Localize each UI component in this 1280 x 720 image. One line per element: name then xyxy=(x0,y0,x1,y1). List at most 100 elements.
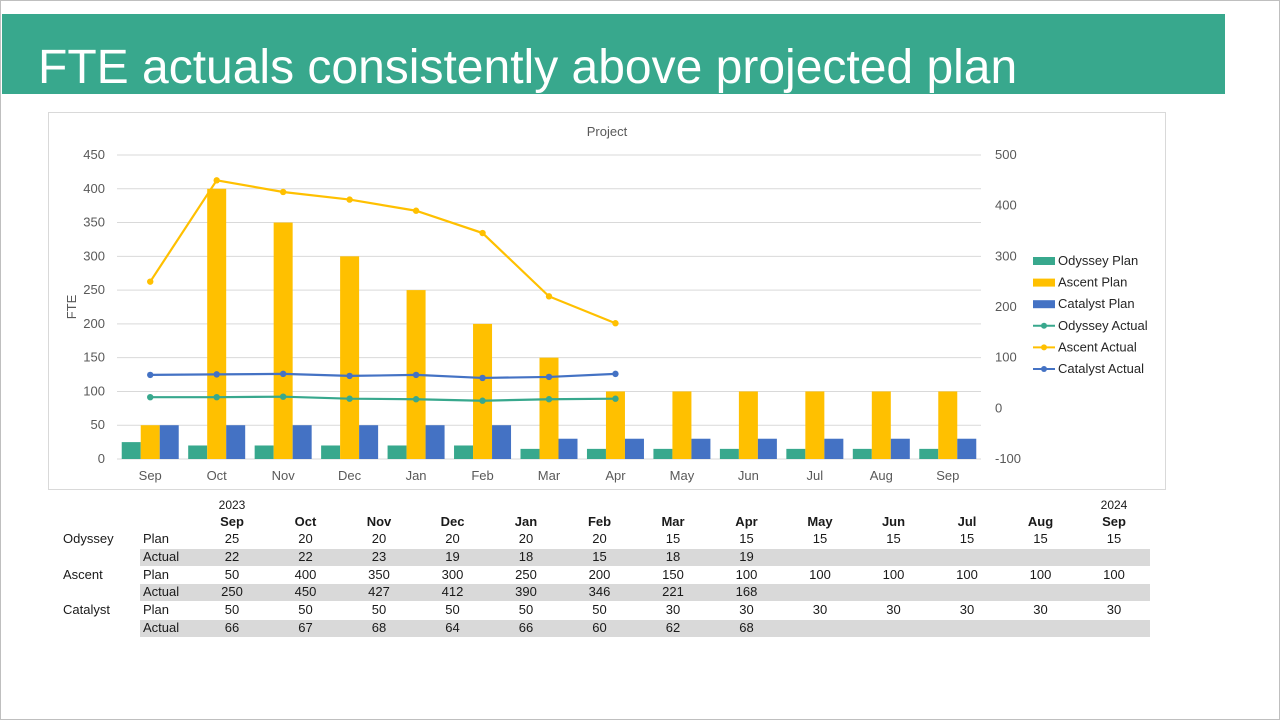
table-cell: 346 xyxy=(588,584,611,600)
x-tick-label: Sep xyxy=(139,468,162,483)
legend-label-ascent-plan: Ascent Plan xyxy=(1058,275,1127,290)
bar-odyssey-plan xyxy=(852,448,872,459)
table-cell: 400 xyxy=(294,566,317,582)
bar-ascent-plan xyxy=(473,323,493,459)
table-cell: 100 xyxy=(809,566,831,582)
table-cell: 30 xyxy=(1033,602,1048,618)
bar-odyssey-plan xyxy=(454,445,474,459)
legend-marker-catalyst-actual xyxy=(1041,366,1047,372)
x-tick-label: Mar xyxy=(538,468,561,483)
table-month-header: Feb xyxy=(587,514,612,529)
point-ascent-actual xyxy=(346,196,353,203)
table-cell: 15 xyxy=(886,531,901,546)
bar-ascent-plan xyxy=(340,256,360,459)
table-row-stripe xyxy=(140,620,1150,637)
table-cell: 50 xyxy=(298,602,313,618)
table-cell: 22 xyxy=(224,548,240,564)
table-cell: 30 xyxy=(959,602,975,618)
table-month-header: Aug xyxy=(1027,514,1054,529)
table-row-stripe xyxy=(140,584,1150,602)
point-catalyst-actual xyxy=(612,370,619,378)
table-cell: 67 xyxy=(298,620,313,635)
bar-catalyst-plan xyxy=(359,425,379,459)
bar-catalyst-plan xyxy=(425,425,445,459)
table-cell: 50 xyxy=(371,602,387,618)
table-cell: 50 xyxy=(518,602,534,618)
bar-odyssey-plan xyxy=(188,445,208,459)
combo-chart: 0 50 100 150 200 250 300 350 400 450 -100 0 100 200 30… xyxy=(64,124,1148,483)
legend-marker-ascent-actual xyxy=(1041,344,1047,351)
point-ascent-actual xyxy=(612,320,619,327)
table-row-label: Plan xyxy=(143,531,170,546)
legend-marker-odyssey-actual xyxy=(1041,322,1047,329)
table-group-label: Catalyst xyxy=(63,602,110,618)
bar-catalyst-plan xyxy=(492,425,512,459)
table-cell: 150 xyxy=(662,566,684,582)
table-row-label: Actual xyxy=(143,584,180,600)
y-tick-label: 50 xyxy=(91,417,105,432)
point-ascent-actual xyxy=(147,278,154,285)
table-cell: 20 xyxy=(592,531,607,546)
legend-label-odyssey-plan: Odyssey Plan xyxy=(1058,253,1138,268)
y-tick-label: 300 xyxy=(83,248,105,263)
bar-catalyst-plan xyxy=(890,438,910,459)
bar-catalyst-plan xyxy=(292,425,312,459)
table-month-header: Jan xyxy=(514,514,538,529)
bar-ascent-plan xyxy=(805,391,825,459)
table-row-label: Plan xyxy=(143,602,170,618)
table-year-label: 2024 xyxy=(1100,498,1128,512)
table-month-header: Sep xyxy=(220,514,244,529)
table-cell: 66 xyxy=(518,620,534,635)
x-tick-label: Jan xyxy=(406,468,427,483)
table-cell: 20 xyxy=(371,531,387,546)
table-cell: 50 xyxy=(224,602,240,618)
bar-ascent-plan xyxy=(539,357,559,459)
slide-title: FTE actuals consistently above projected… xyxy=(38,41,1018,94)
bar-ascent-plan xyxy=(207,188,227,459)
table-cell: 15 xyxy=(812,531,828,546)
table-row-label: Plan xyxy=(143,566,170,582)
table-cell: 15 xyxy=(739,531,754,546)
y-tick-label: 400 xyxy=(83,181,105,196)
point-ascent-actual xyxy=(545,293,553,300)
table-cell: 412 xyxy=(441,584,464,600)
y2-tick-label: 0 xyxy=(995,400,1002,415)
bar-ascent-plan xyxy=(738,391,758,459)
table-cell: 18 xyxy=(518,548,534,564)
y2-tick-label: 500 xyxy=(995,147,1017,162)
table-cell: 100 xyxy=(956,566,978,582)
x-tick-label: Nov xyxy=(272,468,296,483)
bar-ascent-plan xyxy=(273,222,293,459)
bar-odyssey-plan xyxy=(586,448,606,459)
legend-label-odyssey-actual: Odyssey Actual xyxy=(1058,318,1148,333)
table-cell: 20 xyxy=(518,531,534,546)
point-catalyst-actual xyxy=(213,371,220,378)
table-cell: 19 xyxy=(739,548,754,564)
bar-catalyst-plan xyxy=(757,438,777,459)
bar-ascent-plan xyxy=(605,391,625,459)
bar-odyssey-plan xyxy=(653,448,673,459)
table-cell: 60 xyxy=(592,620,607,635)
bar-ascent-plan xyxy=(140,425,160,459)
point-odyssey-actual xyxy=(279,393,287,400)
table-year-label: 2023 xyxy=(218,498,246,512)
table-month-header: Mar xyxy=(661,514,685,529)
table-cell: 18 xyxy=(665,548,681,564)
table-cell: 15 xyxy=(1033,531,1048,546)
legend-swatch-odyssey-plan xyxy=(1033,257,1055,265)
bar-odyssey-plan xyxy=(387,445,407,459)
bar-catalyst-plan xyxy=(957,438,977,459)
x-tick-label: Jul xyxy=(807,468,824,483)
legend-label-catalyst-plan: Catalyst Plan xyxy=(1058,296,1135,311)
x-tick-label: Jun xyxy=(738,468,759,483)
bar-catalyst-plan xyxy=(691,438,711,459)
bar-odyssey-plan xyxy=(719,448,739,459)
legend-label-catalyst-actual: Catalyst Actual xyxy=(1058,361,1144,376)
table-cell: 200 xyxy=(588,566,611,582)
y-tick-label: 0 xyxy=(98,451,105,466)
table-cell: 62 xyxy=(665,620,681,635)
bar-catalyst-plan xyxy=(159,425,179,459)
bar-odyssey-plan xyxy=(520,448,540,459)
table-cell: 50 xyxy=(445,602,460,618)
x-tick-label: Dec xyxy=(338,468,362,483)
